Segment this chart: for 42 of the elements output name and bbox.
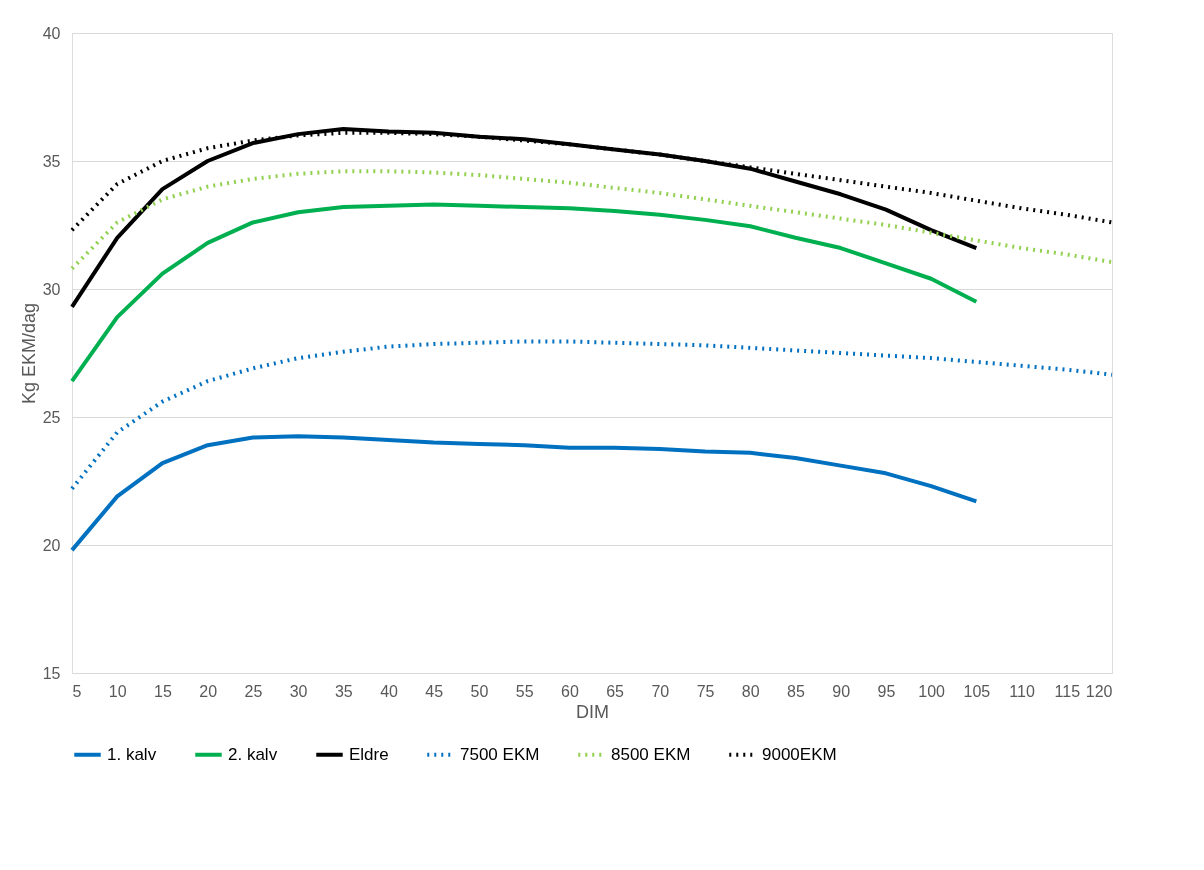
x-tick-label: 110	[1009, 682, 1035, 700]
legend-label: 2. kalv	[228, 744, 278, 764]
legend-label: 9000EKM	[762, 744, 837, 764]
x-tick-label: 20	[199, 682, 218, 700]
line-series	[70, 169, 1114, 271]
legend-label: 7500 EKM	[460, 744, 540, 764]
x-tick-label: 30	[289, 682, 308, 700]
y-tick-label: 20	[42, 536, 61, 554]
legend-label: 8500 EKM	[611, 744, 691, 764]
line-series	[70, 434, 979, 553]
x-tick-label: 95	[877, 682, 896, 700]
x-tick-label: 55	[515, 682, 534, 700]
x-tick-label: 5	[72, 682, 82, 700]
x-tick-label: 75	[696, 682, 715, 700]
x-tick-label: 45	[425, 682, 444, 700]
x-tick-label: 15	[154, 682, 172, 700]
x-tick-label: 105	[963, 682, 991, 700]
x-tick-label: 40	[380, 682, 399, 700]
x-tick-label: 65	[606, 682, 625, 700]
x-tick-label: 25	[244, 682, 263, 700]
x-tick-label: 90	[832, 682, 851, 700]
x-tick-label: 35	[334, 682, 353, 700]
y-tick-label: 40	[42, 24, 61, 42]
y-tick-label: 35	[42, 152, 61, 170]
y-tick-label: 30	[42, 280, 61, 298]
x-tick-label: 100	[918, 682, 946, 700]
y-axis-title: Kg EKM/dag	[18, 302, 39, 405]
x-tick-label: 70	[651, 682, 670, 700]
x-axis-title: DIM	[576, 701, 609, 722]
line-series	[70, 339, 1114, 491]
y-tick-label: 15	[42, 664, 61, 682]
x-tick-label: 60	[560, 682, 579, 700]
x-tick-label: 10	[108, 682, 127, 700]
legend-label: 1. kalv	[107, 744, 157, 764]
legend-label: Eldre	[349, 744, 389, 764]
x-tick-label: 80	[741, 682, 760, 700]
x-tick-label: 115	[1054, 682, 1081, 700]
y-tick-label: 25	[42, 408, 61, 426]
x-tick-label: 120	[1085, 682, 1113, 700]
line-series	[70, 202, 979, 384]
x-tick-label: 50	[470, 682, 489, 700]
x-tick-label: 85	[787, 682, 805, 700]
